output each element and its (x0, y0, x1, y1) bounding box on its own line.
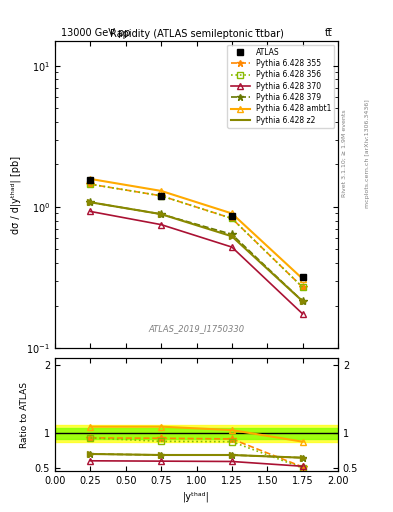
Pythia 6.428 355 (300, 284, 305, 290)
Title: Rapidity (ATLAS semileptonic t̅tbar): Rapidity (ATLAS semileptonic t̅tbar) (110, 29, 283, 39)
Pythia 6.428 370 (300, 311, 305, 317)
Pythia 6.428 370 (88, 208, 93, 215)
Line: Pythia 6.428 379: Pythia 6.428 379 (86, 198, 307, 305)
Line: Pythia 6.428 356: Pythia 6.428 356 (88, 181, 305, 290)
Bar (55, 425, 338, 442)
Pythia 6.428 z2 (230, 233, 234, 240)
Pythia 6.428 ambt1 (300, 276, 305, 282)
Line: Pythia 6.428 355: Pythia 6.428 355 (86, 180, 307, 291)
Pythia 6.428 z2 (159, 211, 163, 217)
Pythia 6.428 z2 (300, 298, 305, 304)
ATLAS (230, 212, 234, 219)
Pythia 6.428 370 (230, 244, 234, 250)
ATLAS (300, 274, 305, 280)
Line: ATLAS: ATLAS (87, 177, 306, 280)
ATLAS (88, 177, 93, 183)
Pythia 6.428 356 (230, 216, 234, 222)
Pythia 6.428 355 (159, 193, 163, 199)
Pythia 6.428 356 (300, 284, 305, 290)
Pythia 6.428 370 (159, 222, 163, 228)
Line: Pythia 6.428 z2: Pythia 6.428 z2 (88, 200, 305, 304)
Bar (55, 428, 338, 439)
Text: tt̅: tt̅ (325, 28, 332, 38)
Pythia 6.428 z2 (88, 199, 93, 205)
Pythia 6.428 355 (88, 181, 93, 187)
Y-axis label: dσ / d|yᵗʰᵃᵈ| [pb]: dσ / d|yᵗʰᵃᵈ| [pb] (10, 156, 21, 233)
Pythia 6.428 379 (88, 199, 93, 205)
Legend: ATLAS, Pythia 6.428 355, Pythia 6.428 356, Pythia 6.428 370, Pythia 6.428 379, P: ATLAS, Pythia 6.428 355, Pythia 6.428 35… (228, 45, 334, 127)
Line: Pythia 6.428 370: Pythia 6.428 370 (87, 208, 306, 317)
Text: ATLAS_2019_I1750330: ATLAS_2019_I1750330 (149, 324, 244, 333)
ATLAS (159, 193, 163, 199)
X-axis label: |yᵗʰᵃᵈ|: |yᵗʰᵃᵈ| (183, 492, 210, 502)
Pythia 6.428 ambt1 (88, 176, 93, 182)
Y-axis label: Ratio to ATLAS: Ratio to ATLAS (20, 382, 29, 447)
Line: Pythia 6.428 ambt1: Pythia 6.428 ambt1 (87, 176, 306, 282)
Pythia 6.428 ambt1 (159, 188, 163, 194)
Pythia 6.428 379 (300, 298, 305, 304)
Text: Rivet 3.1.10; ≥ 1.9M events: Rivet 3.1.10; ≥ 1.9M events (342, 110, 347, 198)
Pythia 6.428 379 (159, 211, 163, 217)
Pythia 6.428 379 (230, 231, 234, 238)
Text: mcplots.cern.ch [arXiv:1306.3436]: mcplots.cern.ch [arXiv:1306.3436] (365, 99, 371, 208)
Text: 13000 GeV pp: 13000 GeV pp (61, 28, 130, 38)
Pythia 6.428 356 (88, 181, 93, 187)
Pythia 6.428 355 (230, 216, 234, 222)
Pythia 6.428 356 (159, 193, 163, 199)
Pythia 6.428 ambt1 (230, 210, 234, 217)
